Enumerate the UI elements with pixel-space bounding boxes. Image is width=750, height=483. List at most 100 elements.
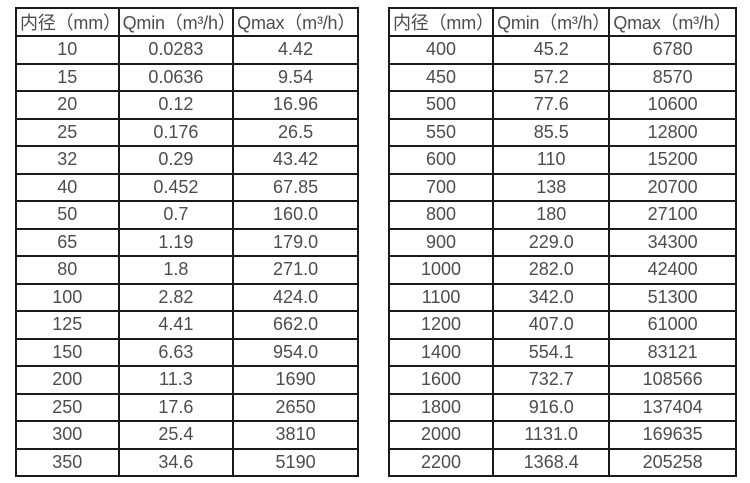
- table-cell: 800: [387, 200, 495, 230]
- table-cell: 271.0: [232, 255, 359, 285]
- table-row: 200 11.3 1690: [15, 365, 359, 395]
- table-cell: 1000: [387, 255, 495, 285]
- table-row: 500 77.6 10600: [387, 90, 737, 120]
- table-cell: 43.42: [232, 145, 359, 175]
- table-cell: 300: [15, 420, 120, 450]
- table-cell: 85.5: [492, 117, 611, 147]
- table-cell: 732.7: [492, 365, 611, 395]
- table-row: 15 0.0636 9.54: [15, 62, 359, 92]
- table-row: 250 17.6 2650: [15, 392, 359, 422]
- table-cell: 0.12: [117, 90, 235, 120]
- table-row: 350 34.6 5190: [15, 447, 359, 477]
- table-row: 65 1.19 179.0: [15, 227, 359, 257]
- table-row: 600 110 15200: [387, 145, 737, 175]
- table-cell: 200: [15, 365, 120, 395]
- table-row: 150 6.63 954.0: [15, 337, 359, 367]
- flow-spec-table-right: 内径（mm） Qmin（m³/h） Qmax（m³/h） 400 45.2 6780…: [387, 7, 737, 477]
- table-cell: 50: [15, 200, 120, 230]
- table-row: 300 25.4 3810: [15, 420, 359, 450]
- table-cell: 1800: [387, 392, 495, 422]
- table-cell: 205258: [608, 447, 737, 477]
- table-cell: 424.0: [232, 282, 359, 312]
- table-cell: 342.0: [492, 282, 611, 312]
- table-row: 400 45.2 6780: [387, 35, 737, 65]
- table-row: 1600 732.7 108566: [387, 365, 737, 395]
- table-cell: 0.0283: [117, 35, 235, 65]
- table-cell: 17.6: [117, 392, 235, 422]
- table-row: 800 180 27100: [387, 200, 737, 230]
- table-cell: 2000: [387, 420, 495, 450]
- table-cell: 0.452: [117, 172, 235, 202]
- table-header-row: 内径（mm） Qmin（m³/h） Qmax（m³/h）: [387, 7, 737, 37]
- table-row: 700 138 20700: [387, 172, 737, 202]
- table-cell: 550: [387, 117, 495, 147]
- table-row: 125 4.41 662.0: [15, 310, 359, 340]
- table-cell: 700: [387, 172, 495, 202]
- table-cell: 40: [15, 172, 120, 202]
- table-row: 50 0.7 160.0: [15, 200, 359, 230]
- table-cell: 100: [15, 282, 120, 312]
- table-cell: 554.1: [492, 337, 611, 367]
- table-cell: 1.19: [117, 227, 235, 257]
- table-row: 2200 1368.4 205258: [387, 447, 737, 477]
- table-cell: 16.96: [232, 90, 359, 120]
- table-cell: 51300: [608, 282, 737, 312]
- table-row: 1100 342.0 51300: [387, 282, 737, 312]
- table-row: 40 0.452 67.85: [15, 172, 359, 202]
- table-row: 100 2.82 424.0: [15, 282, 359, 312]
- table-cell: 1131.0: [492, 420, 611, 450]
- table-cell: 0.176: [117, 117, 235, 147]
- table-cell: 108566: [608, 365, 737, 395]
- table-row: 1000 282.0 42400: [387, 255, 737, 285]
- table-cell: 4.42: [232, 35, 359, 65]
- table-cell: 42400: [608, 255, 737, 285]
- table-cell: 15: [15, 62, 120, 92]
- table-cell: 1.8: [117, 255, 235, 285]
- table-cell: 916.0: [492, 392, 611, 422]
- table-cell: 67.85: [232, 172, 359, 202]
- table-cell: 2.82: [117, 282, 235, 312]
- table-cell: 5190: [232, 447, 359, 477]
- table-cell: 8570: [608, 62, 737, 92]
- table-cell: 20700: [608, 172, 737, 202]
- table-cell: 400: [387, 35, 495, 65]
- column-header-qmax: Qmax（m³/h）: [608, 7, 737, 37]
- table-cell: 150: [15, 337, 120, 367]
- table-row: 20 0.12 16.96: [15, 90, 359, 120]
- table-cell: 15200: [608, 145, 737, 175]
- table-cell: 34300: [608, 227, 737, 257]
- table-cell: 1400: [387, 337, 495, 367]
- table-cell: 3810: [232, 420, 359, 450]
- table-cell: 2200: [387, 447, 495, 477]
- table-cell: 1690: [232, 365, 359, 395]
- table-row: 2000 1131.0 169635: [387, 420, 737, 450]
- table-cell: 954.0: [232, 337, 359, 367]
- table-cell: 600: [387, 145, 495, 175]
- table-cell: 26.5: [232, 117, 359, 147]
- table-cell: 407.0: [492, 310, 611, 340]
- table-cell: 57.2: [492, 62, 611, 92]
- table-cell: 25: [15, 117, 120, 147]
- table-cell: 6780: [608, 35, 737, 65]
- table-cell: 1100: [387, 282, 495, 312]
- table-row: 25 0.176 26.5: [15, 117, 359, 147]
- table-cell: 138: [492, 172, 611, 202]
- table-cell: 34.6: [117, 447, 235, 477]
- table-cell: 180: [492, 200, 611, 230]
- table-body: 10 0.0283 4.42 15 0.0636 9.54 20 0.12 16.96 25 0.1…: [15, 35, 359, 477]
- table-cell: 2650: [232, 392, 359, 422]
- table-cell: 6.63: [117, 337, 235, 367]
- table-cell: 1200: [387, 310, 495, 340]
- table-cell: 125: [15, 310, 120, 340]
- table-row: 450 57.2 8570: [387, 62, 737, 92]
- table-cell: 80: [15, 255, 120, 285]
- table-row: 1200 407.0 61000: [387, 310, 737, 340]
- table-cell: 12800: [608, 117, 737, 147]
- table-cell: 1368.4: [492, 447, 611, 477]
- table-cell: 500: [387, 90, 495, 120]
- table-cell: 450: [387, 62, 495, 92]
- table-cell: 61000: [608, 310, 737, 340]
- table-cell: 0.7: [117, 200, 235, 230]
- table-row: 550 85.5 12800: [387, 117, 737, 147]
- table-row: 32 0.29 43.42: [15, 145, 359, 175]
